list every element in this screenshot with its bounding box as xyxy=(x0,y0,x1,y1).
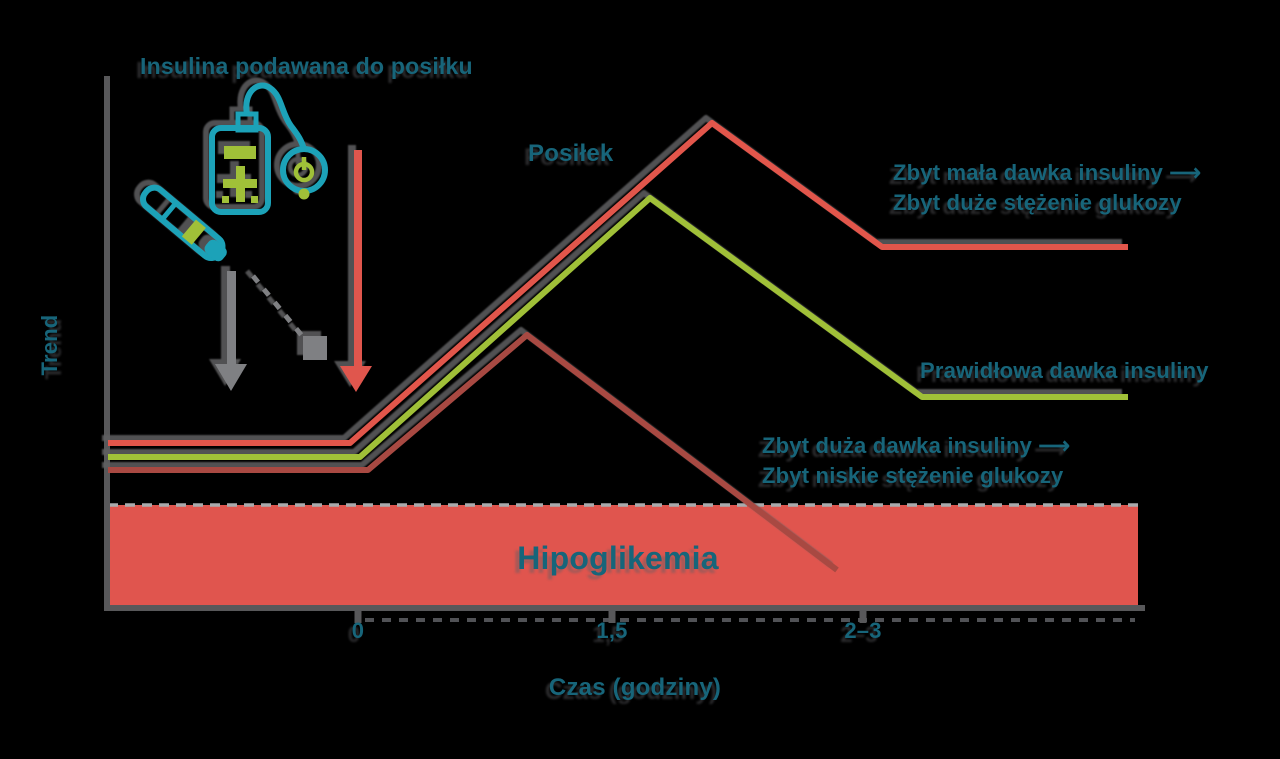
too-much-insulin-label-line2: Zbyt niskie stężenie glukozy xyxy=(762,463,1064,488)
x-tick-label-0: 0 xyxy=(351,618,365,643)
insulin-pen-icon xyxy=(140,184,227,262)
meal-insulin-arrow-icon xyxy=(340,150,372,392)
series-lines xyxy=(108,120,1128,573)
annotation-graphics xyxy=(140,82,372,392)
x-axis-ticks xyxy=(354,608,867,623)
series-too-much-insulin xyxy=(108,332,839,573)
hypoglycemia-label: Hipoglikemia xyxy=(517,540,719,576)
too-much-insulin-label-line1: Zbyt duża dawka insuliny ⟶ xyxy=(762,433,1071,458)
axes xyxy=(104,76,1145,623)
insulin-pump-icon xyxy=(209,82,307,215)
series-too-little-insulin xyxy=(108,120,1128,446)
too-much-insulin-label: Zbyt duża dawka insuliny ⟶ Zbyt niskie s… xyxy=(762,431,1070,491)
pump-dashed-arrow-icon xyxy=(251,274,327,360)
too-little-insulin-label-line2: Zbyt duże stężenie glukozy xyxy=(893,190,1182,215)
x-tick-label-2: 2–3 xyxy=(844,618,882,643)
correct-insulin-label: Prawidłowa dawka insuliny xyxy=(920,358,1209,383)
x-tick-label-1: 1,5 xyxy=(596,618,628,643)
pump-tube xyxy=(243,82,307,151)
too-little-insulin-label-line1: Zbyt mała dawka insuliny ⟶ xyxy=(893,160,1202,185)
series-correct-insulin xyxy=(108,195,1128,460)
hypoglycemia-band xyxy=(108,503,1138,605)
x-axis-label: Czas (godziny) xyxy=(548,674,722,701)
pen-down-arrow-icon xyxy=(215,271,247,391)
hypoglycemia-band-fill xyxy=(108,505,1138,605)
meal-label: Posiłek xyxy=(528,140,614,167)
chart-title: Insulina podawana do posiłku xyxy=(140,53,473,79)
too-little-insulin-label: Zbyt mała dawka insuliny ⟶ Zbyt duże stę… xyxy=(893,158,1201,218)
infusion-set-icon xyxy=(280,146,328,200)
y-axis-label: Trend xyxy=(37,314,62,376)
